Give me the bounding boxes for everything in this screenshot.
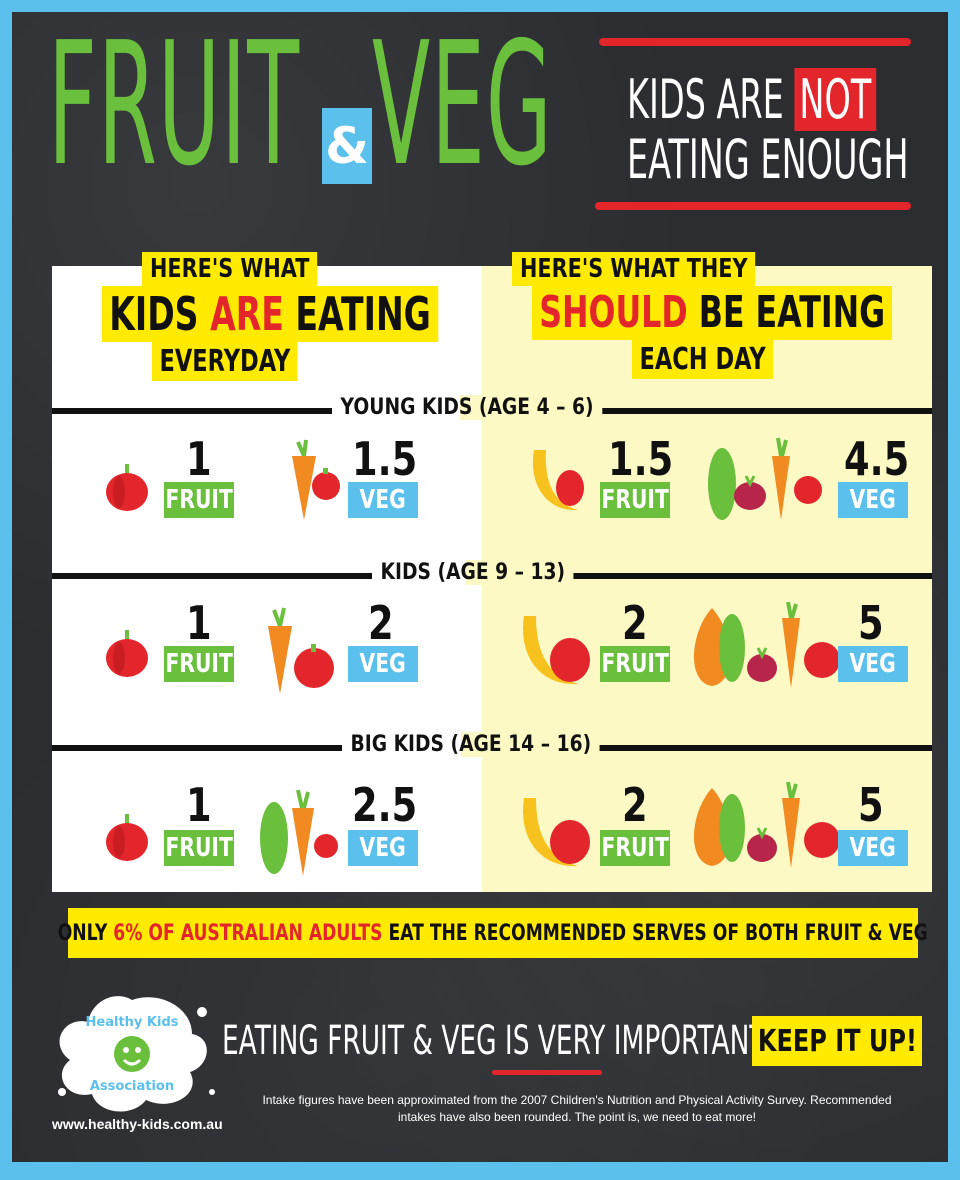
- left-heading-kids: KIDS: [109, 287, 211, 341]
- banana-apple-icon: [532, 450, 584, 511]
- pumpkin-cucumber-beet-carrot-tomato-icon: [693, 782, 840, 868]
- age-label-kids: KIDS (AGE 9 – 13): [372, 560, 574, 585]
- veg-label: VEG: [838, 830, 908, 866]
- banner-highlight: 6% OF AUSTRALIAN ADULTS: [113, 920, 383, 946]
- headline-pre: KIDS ARE: [627, 68, 795, 131]
- headline-line-2: EATING ENOUGH: [627, 128, 909, 191]
- right-heading-line-2: SHOULD BE EATING: [532, 286, 893, 340]
- red-stroke-bottom: [595, 202, 911, 210]
- fruit-label: FRUIT: [600, 646, 670, 682]
- title-ampersand: &: [322, 108, 372, 184]
- banana-apple-icon: [523, 798, 590, 867]
- left-heading-are: ARE: [210, 287, 284, 341]
- left-column-heading: HERE'S WHAT KIDS ARE EATING EVERYDAY: [102, 252, 442, 381]
- veg-label: VEG: [348, 482, 418, 518]
- headline-not: NOT: [794, 68, 877, 131]
- title-fruit: FRUIT: [48, 12, 301, 204]
- young-kids-actual-fruit-value: 1: [186, 432, 212, 486]
- keep-it-up-badge: KEEP IT UP!: [752, 1016, 922, 1066]
- veg-label: VEG: [838, 646, 908, 682]
- right-heading-line-1: HERE'S WHAT THEY: [512, 252, 756, 286]
- headline-line-1: KIDS ARE NOT: [627, 68, 877, 131]
- logo-line-2: Association: [90, 1079, 174, 1094]
- apple-icon: [106, 814, 148, 861]
- age-label-young-kids: YOUNG KIDS (AGE 4 – 6): [332, 395, 603, 420]
- big-kids-actual-veg-value: 2.5: [352, 778, 418, 832]
- pumpkin-cucumber-beet-carrot-tomato-icon: [693, 602, 840, 688]
- veg-label: VEG: [838, 482, 908, 518]
- healthy-kids-logo: Healthy Kids Association: [58, 996, 215, 1112]
- left-heading-line-3: EVERYDAY: [152, 342, 298, 381]
- left-heading-line-2: KIDS ARE EATING: [102, 286, 439, 342]
- apple-icon: [106, 464, 148, 511]
- banana-apple-icon: [523, 616, 590, 685]
- big-kids-recommended-fruit-value: 2: [622, 778, 648, 832]
- logo-line-1: Healthy Kids: [86, 1015, 179, 1030]
- right-heading-be-eating: BE EATING: [687, 287, 886, 338]
- carrot-tomato-icon: [292, 439, 340, 520]
- right-heading-should: SHOULD: [539, 287, 688, 338]
- fruit-label: FRUIT: [164, 830, 234, 866]
- right-heading-line-3: EACH DAY: [632, 340, 774, 379]
- kids-recommended-veg-value: 5: [858, 596, 884, 650]
- right-column-heading: HERE'S WHAT THEY SHOULD BE EATING EACH D…: [512, 252, 912, 379]
- red-stroke-top: [599, 38, 911, 46]
- statistic-banner: ONLY 6% OF AUSTRALIAN ADULTS EAT THE REC…: [58, 908, 928, 958]
- kids-recommended-fruit-value: 2: [622, 596, 648, 650]
- cucumber-carrot-tomato-icon: [260, 789, 338, 876]
- big-kids-actual-fruit-value: 1: [186, 778, 212, 832]
- fruit-label: FRUIT: [600, 830, 670, 866]
- banner-post: EAT THE RECOMMENDED SERVES OF BOTH FRUIT…: [382, 920, 929, 946]
- banner-pre: ONLY: [57, 920, 114, 946]
- big-kids-recommended-veg-value: 5: [858, 778, 884, 832]
- comparison-panel: HERE'S WHAT KIDS ARE EATING EVERYDAY HER…: [52, 252, 932, 892]
- important-message: EATING FRUIT & VEG IS VERY IMPORTANT!: [222, 1018, 777, 1064]
- veg-label: VEG: [348, 646, 418, 682]
- carrot-tomato-icon: [268, 607, 334, 694]
- headline-box: KIDS ARE NOT EATING ENOUGH: [587, 32, 917, 212]
- chalkboard-background: FRUIT & VEG KIDS ARE NOT EATING ENOUGH H…: [12, 12, 948, 1162]
- veg-label: VEG: [348, 830, 418, 866]
- young-kids-recommended-veg-value: 4.5: [844, 432, 910, 486]
- very-underline: [492, 1070, 602, 1075]
- kids-actual-fruit-value: 1: [186, 596, 212, 650]
- left-heading-line-1: HERE'S WHAT: [142, 252, 318, 286]
- left-heading-eating: EATING: [283, 287, 431, 341]
- fruit-label: FRUIT: [600, 482, 670, 518]
- young-kids-recommended-fruit-value: 1.5: [608, 432, 674, 486]
- age-label-big-kids: BIG KIDS (AGE 14 – 16): [342, 732, 600, 757]
- cucumber-beet-carrot-tomato-icon: [708, 437, 822, 520]
- website-url: www.healthy-kids.com.au: [52, 1116, 223, 1132]
- fruit-label: FRUIT: [164, 482, 234, 518]
- footnote: Intake figures have been approximated fr…: [262, 1093, 892, 1124]
- kids-actual-veg-value: 2: [368, 596, 394, 650]
- fruit-label: FRUIT: [164, 646, 234, 682]
- title-veg: VEG: [372, 12, 553, 204]
- apple-icon: [106, 630, 148, 677]
- young-kids-actual-veg-value: 1.5: [352, 432, 418, 486]
